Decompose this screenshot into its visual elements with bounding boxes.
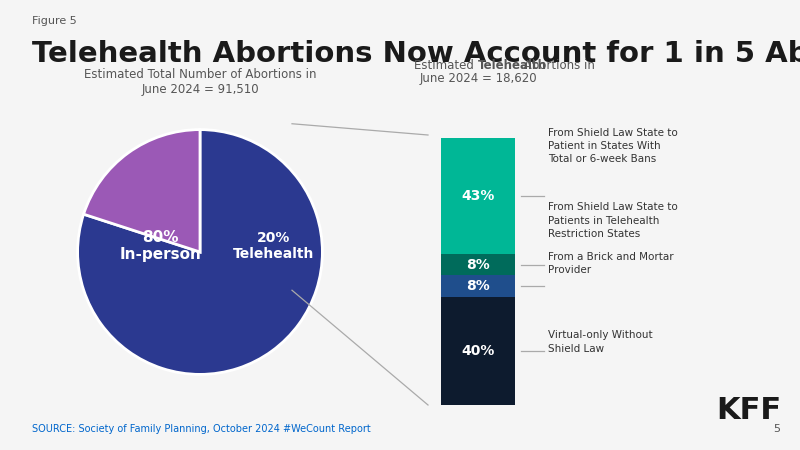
Bar — [441, 138, 515, 254]
Text: 8%: 8% — [466, 257, 490, 272]
Text: 5: 5 — [773, 424, 780, 434]
Text: 40%: 40% — [462, 344, 494, 358]
Text: Virtual-only Without
Shield Law: Virtual-only Without Shield Law — [548, 330, 653, 354]
Text: 43%: 43% — [462, 189, 494, 203]
Text: Abortions in: Abortions in — [520, 59, 594, 72]
Text: Telehealth: Telehealth — [478, 59, 547, 72]
Text: Estimated: Estimated — [414, 59, 478, 72]
Wedge shape — [83, 130, 200, 252]
Bar — [441, 275, 515, 297]
Text: June 2024 = 18,620: June 2024 = 18,620 — [419, 72, 537, 85]
Text: SOURCE: Society of Family Planning, October 2024 #WeCount Report: SOURCE: Society of Family Planning, Octo… — [32, 424, 370, 434]
Text: KFF: KFF — [716, 396, 781, 425]
Text: 20%
Telehealth: 20% Telehealth — [233, 231, 314, 261]
Text: 80%
In-person: 80% In-person — [120, 230, 202, 262]
Text: Figure 5: Figure 5 — [32, 16, 77, 26]
Text: From a Brick and Mortar
Provider: From a Brick and Mortar Provider — [548, 252, 674, 275]
Text: From Shield Law State to
Patient in States With
Total or 6-week Bans: From Shield Law State to Patient in Stat… — [548, 128, 678, 164]
Text: 8%: 8% — [466, 279, 490, 293]
Bar — [441, 297, 515, 405]
Text: Telehealth Abortions Now Account for 1 in 5 Abortions: Telehealth Abortions Now Account for 1 i… — [32, 40, 800, 68]
Bar — [441, 254, 515, 275]
Title: Estimated Total Number of Abortions in
June 2024 = 91,510: Estimated Total Number of Abortions in J… — [84, 68, 316, 96]
Wedge shape — [78, 130, 322, 374]
Text: From Shield Law State to
Patients in Telehealth
Restriction States: From Shield Law State to Patients in Tel… — [548, 202, 678, 238]
